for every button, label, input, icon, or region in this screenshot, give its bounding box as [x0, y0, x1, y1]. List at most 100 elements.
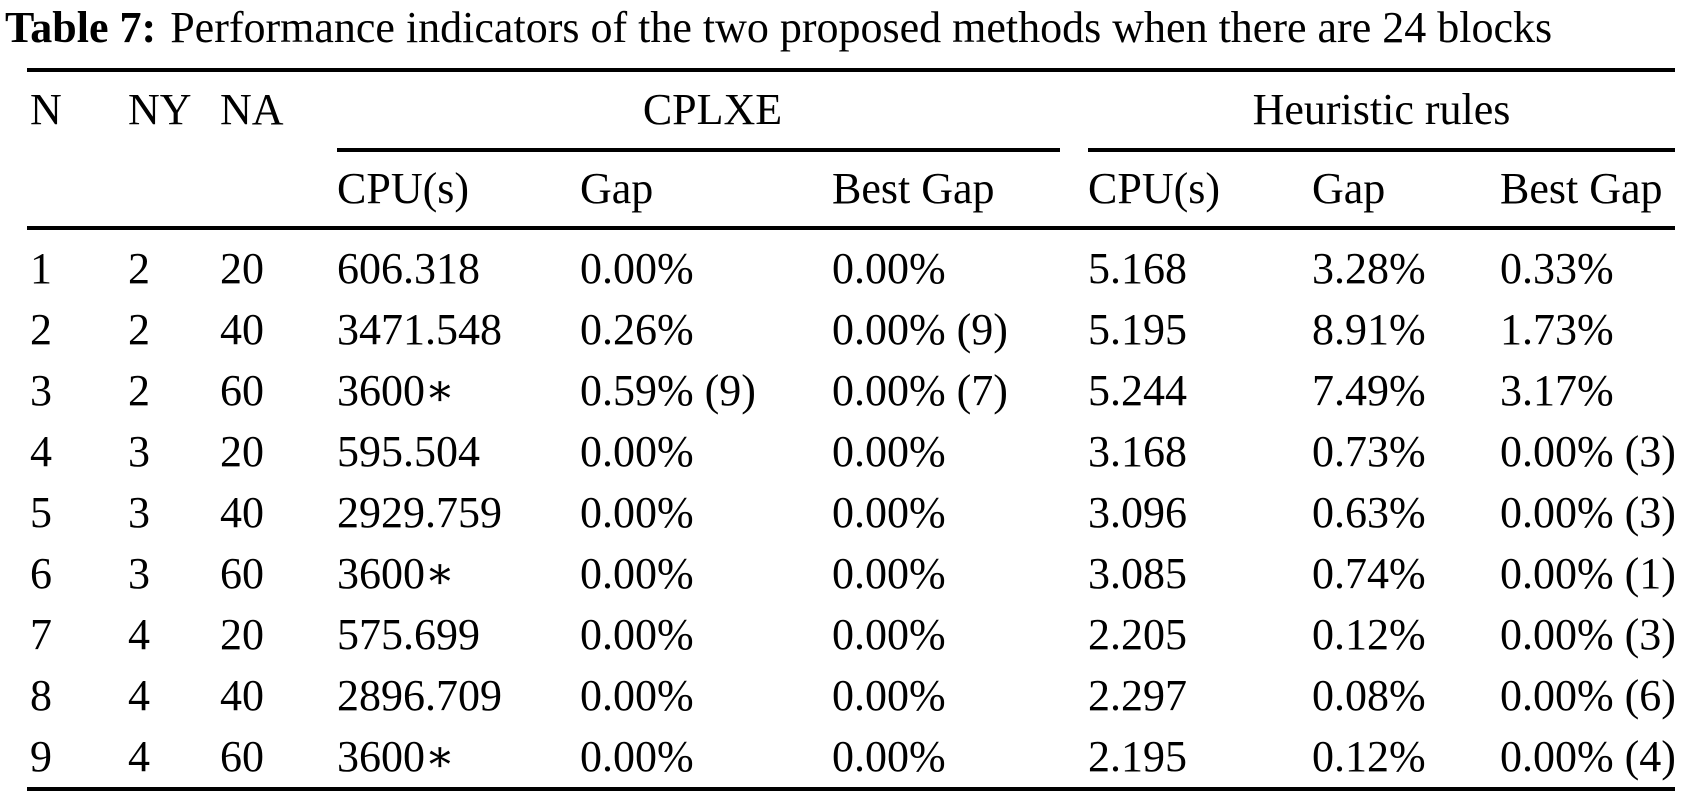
cell-ny: 3 [128, 487, 150, 537]
cell-heur-cpu: 3.096 [1088, 487, 1187, 537]
cell-na: 60 [220, 731, 264, 781]
cell-na: 20 [220, 243, 264, 293]
cell-cplxe-best-gap: 0.00% [832, 426, 946, 476]
caption-text: Performance indicators of the two propos… [170, 3, 1553, 52]
cell-cplxe-gap: 0.00% [580, 548, 694, 598]
cell-na: 60 [220, 548, 264, 598]
cell-cplxe-gap: 0.59% (9) [580, 365, 756, 415]
top-rule [27, 68, 1675, 72]
cell-cplxe-best-gap: 0.00% (9) [832, 304, 1008, 354]
cell-heur-gap: 0.73% [1312, 426, 1426, 476]
cell-na: 60 [220, 365, 264, 415]
bottom-rule [27, 787, 1675, 791]
cell-cplxe-gap: 0.00% [580, 731, 694, 781]
cell-heur-best-gap: 0.00% (4) [1500, 731, 1676, 781]
cell-n: 2 [30, 304, 52, 354]
cell-ny: 2 [128, 365, 150, 415]
cell-heur-gap: 0.12% [1312, 609, 1426, 659]
cell-ny: 3 [128, 548, 150, 598]
col-header-cplxe-gap: Gap [580, 164, 654, 213]
cell-cplxe-best-gap: 0.00% [832, 609, 946, 659]
cell-heur-gap: 0.63% [1312, 487, 1426, 537]
cell-ny: 2 [128, 243, 150, 293]
cell-heur-cpu: 2.205 [1088, 609, 1187, 659]
cell-cplxe-cpu: 3600∗ [337, 731, 455, 781]
group-header-cplxe: CPLXE [642, 85, 783, 134]
header-spacer [27, 230, 1675, 238]
cell-na: 40 [220, 670, 264, 720]
cell-cplxe-gap: 0.00% [580, 426, 694, 476]
cell-cplxe-best-gap: 0.00% [832, 548, 946, 598]
cell-heur-cpu: 2.195 [1088, 731, 1187, 781]
heuristic-group-rule [1088, 148, 1675, 152]
cell-cplxe-cpu: 2896.709 [337, 670, 502, 720]
cell-cplxe-cpu: 606.318 [337, 243, 480, 293]
cell-na: 20 [220, 609, 264, 659]
cell-n: 4 [30, 426, 52, 476]
cell-cplxe-cpu: 3600∗ [337, 548, 455, 598]
col-header-heur-gap: Gap [1312, 164, 1386, 213]
cell-cplxe-best-gap: 0.00% [832, 670, 946, 720]
cell-heur-best-gap: 0.00% (6) [1500, 670, 1676, 720]
cell-ny: 4 [128, 731, 150, 781]
cplxe-group-rule-bar [337, 148, 1060, 152]
cell-heur-cpu: 2.297 [1088, 670, 1187, 720]
cell-n: 6 [30, 548, 52, 598]
cell-heur-best-gap: 0.00% (3) [1500, 487, 1676, 537]
cell-ny: 3 [128, 426, 150, 476]
cell-cplxe-cpu: 2929.759 [337, 487, 502, 537]
cell-heur-cpu: 5.195 [1088, 304, 1187, 354]
cell-heur-gap: 0.74% [1312, 548, 1426, 598]
cell-cplxe-gap: 0.00% [580, 243, 694, 293]
cell-cplxe-cpu: 3600∗ [337, 365, 455, 415]
caption-label: Table 7: [5, 3, 157, 52]
cplxe-group-rule [337, 148, 1088, 152]
cell-n: 5 [30, 487, 52, 537]
cell-heur-gap: 0.12% [1312, 731, 1426, 781]
cell-heur-best-gap: 1.73% [1500, 304, 1614, 354]
cell-cplxe-cpu: 3471.548 [337, 304, 502, 354]
cell-na: 40 [220, 304, 264, 354]
cell-heur-cpu: 5.244 [1088, 365, 1187, 415]
cell-cplxe-best-gap: 0.00% [832, 243, 946, 293]
cell-heur-best-gap: 0.00% (1) [1500, 548, 1676, 598]
table-caption: Table 7: Performance indicators of the tw… [5, 4, 1701, 52]
cell-na: 20 [220, 426, 264, 476]
col-header-n: N [30, 85, 62, 134]
heuristic-group-rule-bar [1088, 148, 1675, 152]
cell-cplxe-best-gap: 0.00% [832, 487, 946, 537]
cell-heur-gap: 3.28% [1312, 243, 1426, 293]
col-header-na: NA [220, 85, 284, 134]
cell-n: 1 [30, 243, 52, 293]
cell-ny: 4 [128, 609, 150, 659]
cell-heur-gap: 7.49% [1312, 365, 1426, 415]
cell-cplxe-gap: 0.26% [580, 304, 694, 354]
cell-cplxe-best-gap: 0.00% (7) [832, 365, 1008, 415]
col-header-heur-cpu: CPU(s) [1088, 164, 1221, 213]
group-header-heuristic-rules: Heuristic rules [1252, 85, 1511, 134]
cell-heur-gap: 8.91% [1312, 304, 1426, 354]
cell-heur-cpu: 3.085 [1088, 548, 1187, 598]
cell-cplxe-gap: 0.00% [580, 670, 694, 720]
header-rule [27, 226, 1675, 230]
cell-cplxe-best-gap: 0.00% [832, 731, 946, 781]
cell-n: 8 [30, 670, 52, 720]
cell-heur-best-gap: 0.00% (3) [1500, 426, 1676, 476]
col-header-heur-best-gap: Best Gap [1500, 164, 1663, 213]
cell-n: 9 [30, 731, 52, 781]
col-header-cplxe-cpu: CPU(s) [337, 164, 470, 213]
cell-cplxe-gap: 0.00% [580, 487, 694, 537]
cell-n: 7 [30, 609, 52, 659]
performance-table: N NY NA CPLXE Heuristic rules CPU(s) Gap… [27, 68, 1676, 791]
cell-heur-gap: 0.08% [1312, 670, 1426, 720]
cell-cplxe-cpu: 595.504 [337, 426, 480, 476]
cell-n: 3 [30, 365, 52, 415]
cell-cplxe-cpu: 575.699 [337, 609, 480, 659]
col-header-cplxe-best-gap: Best Gap [832, 164, 995, 213]
cell-heur-cpu: 3.168 [1088, 426, 1187, 476]
col-header-ny: NY [128, 85, 192, 134]
cell-ny: 2 [128, 304, 150, 354]
cell-heur-best-gap: 0.33% [1500, 243, 1614, 293]
cell-heur-best-gap: 0.00% (3) [1500, 609, 1676, 659]
